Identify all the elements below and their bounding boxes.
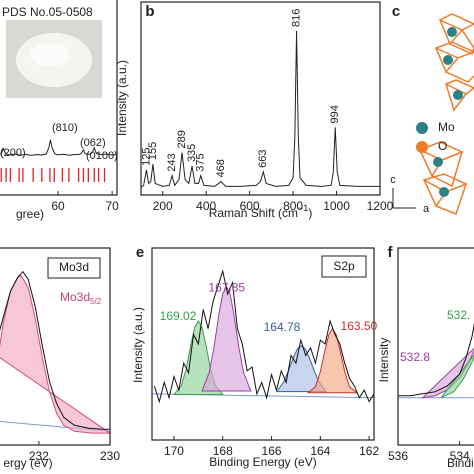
component-peak [201, 285, 252, 392]
x-axis-title: ergy (eV) [3, 456, 52, 470]
peak-label: 155 [147, 142, 159, 160]
spectrum-line [398, 323, 474, 397]
panel-label: b [145, 3, 154, 20]
x-tick-label: 166 [262, 444, 282, 458]
peak-label: 994 [329, 105, 341, 123]
peak-label: 468 [215, 159, 227, 177]
x-tick-label: 1000 [323, 199, 350, 213]
peak-label: 289 [176, 130, 188, 148]
x-tick-label: 232 [29, 449, 49, 463]
mo-atom [433, 157, 443, 167]
octahedron [445, 79, 474, 112]
peak-annotation: (062) [80, 137, 106, 149]
reference-card: PDS No.05-0508 [2, 5, 93, 19]
peak-annotation: (200) [0, 147, 26, 159]
spectrum-line [0, 139, 118, 156]
legend-label: O [438, 139, 447, 153]
x-tick-label: 200 [153, 199, 173, 213]
component-label: 164.78 [264, 320, 301, 334]
mo-atom [447, 27, 457, 37]
plot-frame [0, 247, 111, 446]
x-tick-label: 1200 [367, 199, 394, 213]
structure-axes [392, 188, 416, 209]
x-axis-title: Binding Energy (eV) [209, 455, 316, 469]
panel-label: e [136, 244, 144, 261]
x-tick-label: 600 [240, 199, 260, 213]
plot-frame [151, 247, 375, 441]
spectrum-line [140, 30, 380, 188]
x-axis-title-end: ) [308, 206, 312, 220]
label-box [47, 257, 101, 279]
axis-name: a [423, 203, 430, 215]
legend-label: Mo [438, 120, 455, 134]
plot-frame [397, 247, 474, 446]
x-tick-label: 230 [100, 449, 120, 463]
box-label: S2p [333, 259, 355, 273]
component-label: Mo3d5/2 [60, 290, 102, 306]
box-label: Mo3d [59, 260, 89, 274]
peak-annotation: (810) [52, 122, 78, 134]
peak-label: 816 [290, 9, 302, 27]
spectrum-line [0, 270, 110, 430]
octahedron [431, 151, 463, 188]
x-tick-label: 400 [196, 199, 216, 213]
y-axis-title: Intensity (a.u.) [115, 60, 129, 136]
component-label: 167.85 [208, 281, 245, 295]
x-tick-label: 534 [450, 449, 470, 463]
x-tick-label: 70 [105, 199, 119, 213]
x-axis-title-sup: −1 [298, 203, 308, 213]
y-axis-title: Intensity (a.u.) [131, 307, 145, 383]
x-tick-label: 170 [164, 444, 184, 458]
x-tick-label: 60 [51, 199, 65, 213]
peak-label: 125 [140, 148, 152, 166]
panel-label: f [388, 244, 394, 261]
mo-atom [453, 90, 463, 100]
peak-label: 243 [166, 153, 178, 171]
octahedron [435, 183, 467, 215]
peak-annotation: (0100) [86, 150, 118, 162]
x-tick-label: 164 [310, 444, 330, 458]
component-label: 169.02 [160, 309, 197, 323]
mo-atom [439, 187, 449, 197]
x-axis-title: gree) [16, 207, 44, 221]
x-tick-label: 800 [283, 199, 303, 213]
component-label: 532.8 [400, 350, 430, 364]
panel-label: c [392, 3, 400, 20]
legend-swatch [416, 141, 428, 153]
x-axis-title-main: Raman Shift (cm [209, 206, 298, 220]
mo-atom [443, 55, 453, 65]
component-label-sub: 5/2 [90, 297, 102, 306]
component-label-main: Mo3d [60, 290, 90, 304]
legend-swatch [416, 122, 428, 134]
peak-label: 663 [257, 149, 269, 167]
sample-photo [6, 20, 102, 98]
axis-name: c [390, 174, 396, 186]
powder-highlight [30, 43, 70, 67]
plot-frame [140, 1, 381, 196]
x-axis-title: Bindi [447, 456, 474, 470]
x-axis-title: Raman Shift (cm−1) [209, 203, 313, 220]
x-tick-label: 536 [388, 449, 408, 463]
y-axis-title: Intensity [377, 338, 391, 383]
peak-label: 335 [186, 144, 198, 162]
peak-label: 375 [195, 153, 207, 171]
octahedron [445, 71, 474, 83]
component-label: 163.50 [341, 319, 378, 333]
x-tick-label: 168 [213, 444, 233, 458]
spectrum-line [153, 269, 375, 404]
label-box [321, 255, 367, 278]
x-tick-label: 162 [359, 444, 379, 458]
component-label: 532. [447, 308, 470, 322]
mo-atoms [433, 27, 463, 197]
plot-frame [0, 0, 118, 196]
